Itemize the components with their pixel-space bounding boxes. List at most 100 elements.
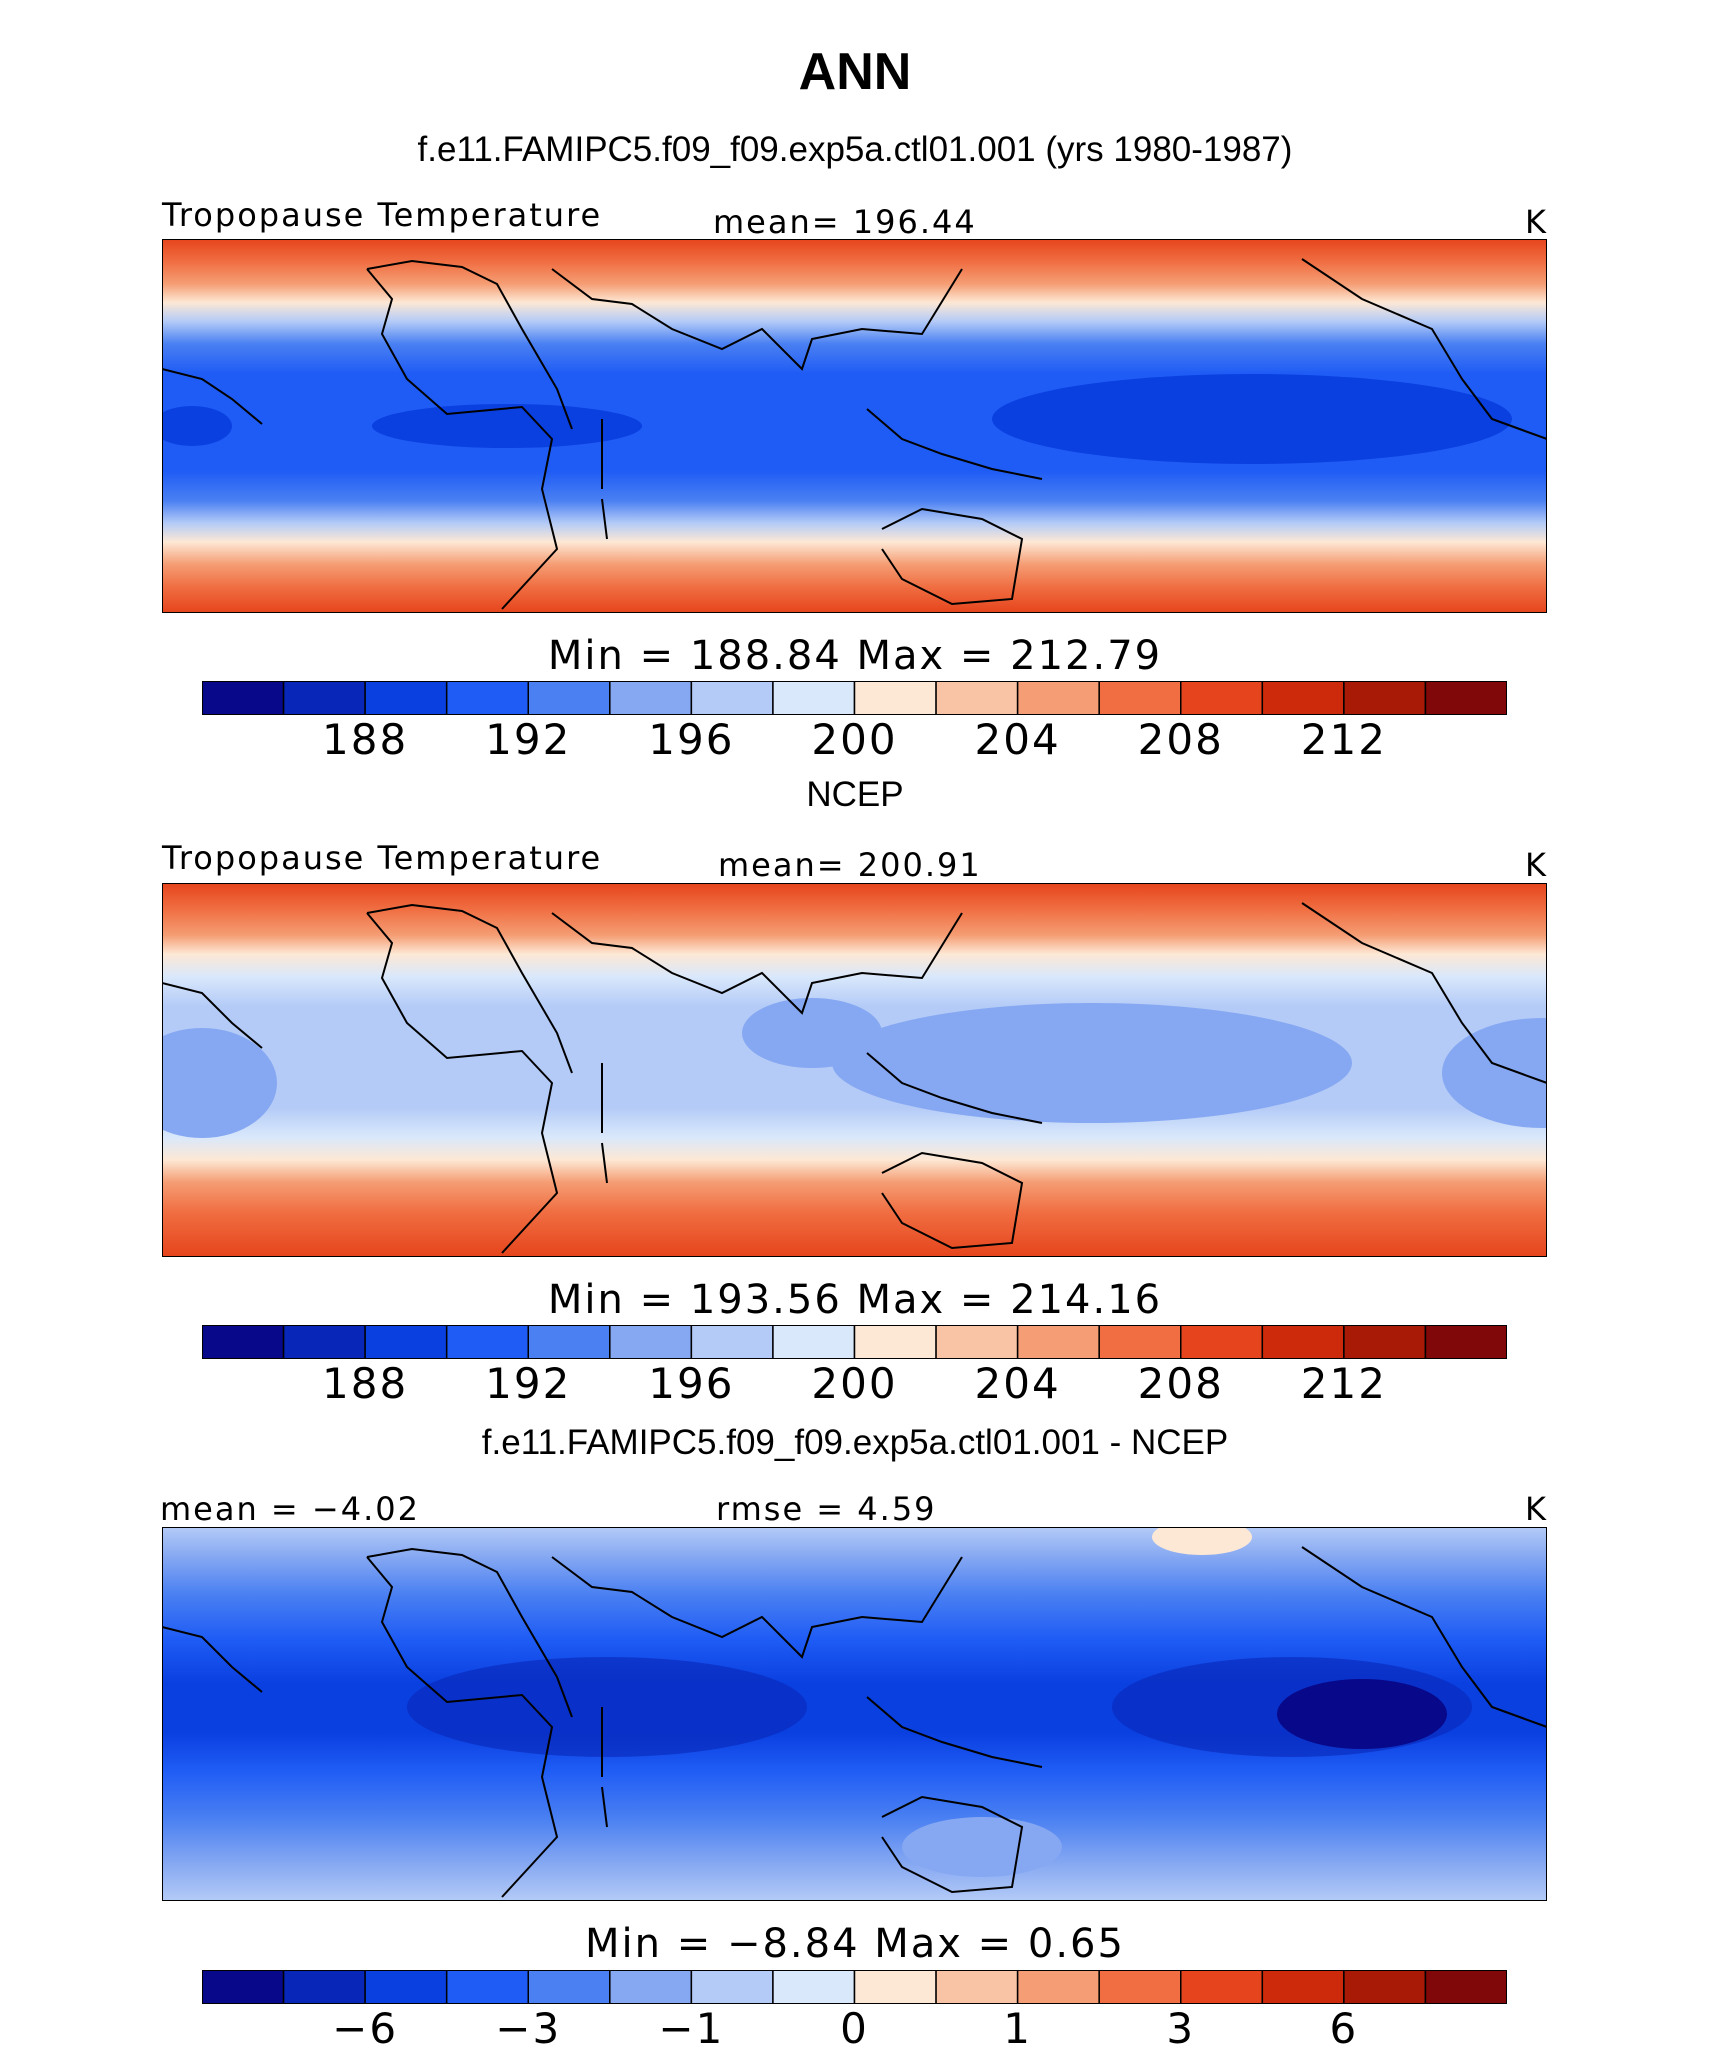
panel-3-colorbar-box [1016,1970,1100,2004]
panel-2-cold-region-east [1442,1018,1547,1128]
panel-1-cold-core-pacific [992,374,1512,464]
panel-1-colorbar-box [1098,681,1182,715]
panel-3-colorbar-tick: −6 [332,2004,399,2053]
panel-1-colorbar-tick: 212 [1300,715,1387,764]
panel-2-colorbar-box [1016,1325,1100,1359]
panel-3-colorbar-tick: 3 [1166,2004,1196,2053]
panel-3-colorbar-tick: 1 [1003,2004,1032,2053]
panel-3-colorbar-tick: −3 [495,2004,562,2053]
panel-3-coastlines [162,1546,1547,1898]
panel-1-colorbar-tick: 208 [1137,715,1224,764]
panel-3-colorbar-box [935,1970,1019,2004]
panel-3-colorbar-box [1343,1970,1427,2004]
panel-2-colorbar-box [1343,1325,1427,1359]
panel-1-colorbar-box [1424,681,1507,715]
panel-2-colorbar-tick: 208 [1137,1359,1224,1408]
panel-1-colorbar-box [527,681,611,715]
panel-2-colorbar-tick: 196 [648,1359,735,1408]
panel-3-colorbar-box [445,1970,529,2004]
panel-1-colorbar [202,681,1507,715]
panel-3-minmax-label: Min = −8.84 Max = 0.65 [585,1921,1125,1967]
panel-2-colorbar [202,1325,1507,1359]
panel-2-colorbar-box [282,1325,366,1359]
panel-3-colorbar-box [1180,1970,1264,2004]
panel-1-colorbar-box [772,681,856,715]
panel-3-colorbar-box [609,1970,693,2004]
panel-2-cold-region-west [162,1028,277,1138]
panel-2-cold-region-pacific [832,1003,1352,1123]
panel-2-map [162,883,1547,1257]
panel-2-heading: NCEP [806,775,904,814]
panel-2-colorbar-box [527,1325,611,1359]
panel-3-colorbar-box [853,1970,937,2004]
panel-1-colorbar-box [1016,681,1100,715]
panel-1-colorbar-tick: 192 [485,715,572,764]
panel-3-colorbar [202,1970,1507,2004]
panel-2-colorbar-tick: 192 [485,1359,572,1408]
panel-1-cold-core-africa [372,404,642,448]
panel-1-colorbar-box [445,681,529,715]
panel-1-map [162,239,1547,613]
panel-2-colorbar-box [690,1325,774,1359]
panel-2-colorbar-box [609,1325,693,1359]
panel-3-heading: f.e11.FAMIPC5.f09_f09.exp5a.ctl01.001 - … [481,1423,1229,1462]
figure-title: ANN [798,43,912,101]
panel-2-colorbar-box [1261,1325,1345,1359]
panel-3-colorbar-tick: 0 [840,2004,869,2053]
panel-1-colorbar-box [609,681,693,715]
panel-3-colorbar-box [772,1970,856,2004]
panel-2-colorbar-box [1424,1325,1507,1359]
panel-3-weak-deficit-australia [902,1817,1062,1877]
panel-1-heading: f.e11.FAMIPC5.f09_f09.exp5a.ctl01.001 (y… [417,130,1293,169]
panel-2-colorbar-box [1180,1325,1264,1359]
panel-1-colorbar-box [202,681,285,715]
panel-3-colorbar-box [1424,1970,1507,2004]
panel-2-colorbar-tick: 188 [322,1359,409,1408]
panel-1-colorbar-box [364,681,448,715]
panel-1-colorbar-box [1343,681,1427,715]
panel-1-coastlines [162,258,1547,610]
panel-2-colorbar-box [853,1325,937,1359]
panel-1-mean-label: mean= 196.44 [713,203,977,241]
panel-3-colorbar-box [690,1970,774,2004]
panel-1-colorbar-tick: 188 [322,715,409,764]
panel-2-variable-label: Tropopause Temperature [162,839,603,877]
panel-1-colorbar-box [1261,681,1345,715]
panel-2-colorbar-box [364,1325,448,1359]
panel-1-colorbar-box [935,681,1019,715]
panel-2-colorbar-box [772,1325,856,1359]
panel-3-colorbar-tick: −1 [658,2004,725,2053]
panel-2-coastlines [162,902,1547,1254]
panel-2-colorbar-tick: 200 [811,1359,898,1408]
panel-3-units-label: K [1525,1490,1548,1528]
panel-1-colorbar-tick: 204 [974,715,1061,764]
panel-2-cold-region-india [742,998,882,1068]
panel-1-variable-label: Tropopause Temperature [162,196,603,234]
panel-1-units-label: K [1525,203,1548,241]
panel-3-deficit-africa [407,1657,807,1757]
panel-3-colorbar-box [364,1970,448,2004]
panel-1-colorbar-tick: 196 [648,715,735,764]
panel-3-colorbar-box [282,1970,366,2004]
panel-3-colorbar-box [1261,1970,1345,2004]
panel-2-colorbar-box [935,1325,1019,1359]
panel-2-colorbar-box [1098,1325,1182,1359]
panel-1-colorbar-tick: 200 [811,715,898,764]
panel-3-colorbar-box [527,1970,611,2004]
panel-3-positive-patch [1152,1527,1252,1555]
panel-2-colorbar-box [445,1325,529,1359]
panel-1-colorbar-box [690,681,774,715]
panel-2-mean-label: mean= 200.91 [718,846,982,884]
panel-2-units-label: K [1525,846,1548,884]
panel-1-minmax-label: Min = 188.84 Max = 212.79 [547,633,1163,679]
panel-1-cold-core-west [162,406,232,446]
panel-3-map [162,1527,1547,1901]
panel-1-colorbar-box [1180,681,1264,715]
panel-1-colorbar-box [853,681,937,715]
panel-3-colorbar-box [202,1970,285,2004]
panel-3-deficit-core [1277,1679,1447,1749]
panel-2-minmax-label: Min = 193.56 Max = 214.16 [547,1277,1163,1323]
panel-2-colorbar-tick: 204 [974,1359,1061,1408]
panel-3-rmse-label: rmse = 4.59 [716,1490,937,1528]
panel-3-colorbar-box [1098,1970,1182,2004]
